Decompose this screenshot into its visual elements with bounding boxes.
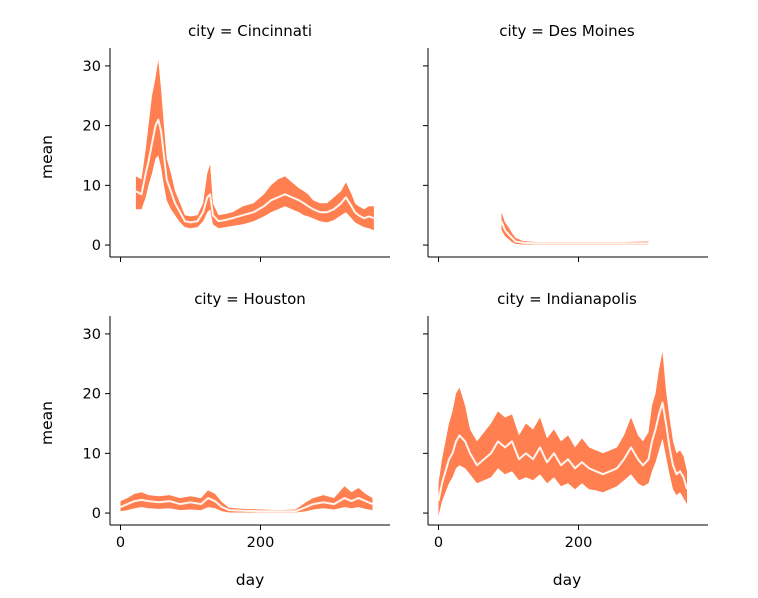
panel-houston: 0 10 20 30 0 200	[83, 316, 390, 551]
panel-title-indianapolis: city = Indianapolis	[497, 290, 637, 308]
y-tick-label: 30	[83, 327, 101, 343]
panel-indianapolis: 0 200	[423, 316, 708, 551]
x-axis-label-right: day	[553, 571, 582, 589]
y-tick-label: 0	[92, 506, 101, 522]
x-axis-label-left: day	[236, 571, 265, 589]
panel-title-cincinnati: city = Cincinnati	[188, 22, 312, 40]
mean-line-indianapolis	[437, 401, 688, 502]
x-tick-label: 200	[565, 535, 593, 551]
y-tick-label: 20	[83, 387, 101, 403]
y-tick-label: 30	[83, 59, 101, 75]
band-cincinnati	[135, 59, 374, 231]
band-des-moines	[501, 212, 649, 245]
panel-title-des-moines: city = Des Moines	[499, 22, 635, 40]
y-tick-label: 20	[83, 119, 101, 135]
panel-cincinnati: 0 10 20 30	[83, 48, 390, 262]
band-houston	[120, 486, 373, 513]
y-axis-label-top: mean	[38, 135, 56, 179]
y-tick-label: 0	[92, 238, 101, 254]
x-tick-label: 200	[247, 535, 275, 551]
mean-line-des-moines	[500, 220, 649, 245]
panel-des-moines	[423, 48, 708, 262]
y-axis-label-bottom: mean	[38, 401, 56, 445]
x-tick-label: 0	[116, 535, 125, 551]
panel-title-houston: city = Houston	[194, 290, 306, 308]
y-tick-label: 10	[83, 446, 101, 462]
y-tick-label: 10	[83, 178, 101, 194]
band-indianapolis	[438, 351, 687, 516]
mean-line-houston	[120, 497, 373, 513]
mean-line-cincinnati	[135, 118, 375, 224]
x-tick-label: 0	[434, 535, 443, 551]
